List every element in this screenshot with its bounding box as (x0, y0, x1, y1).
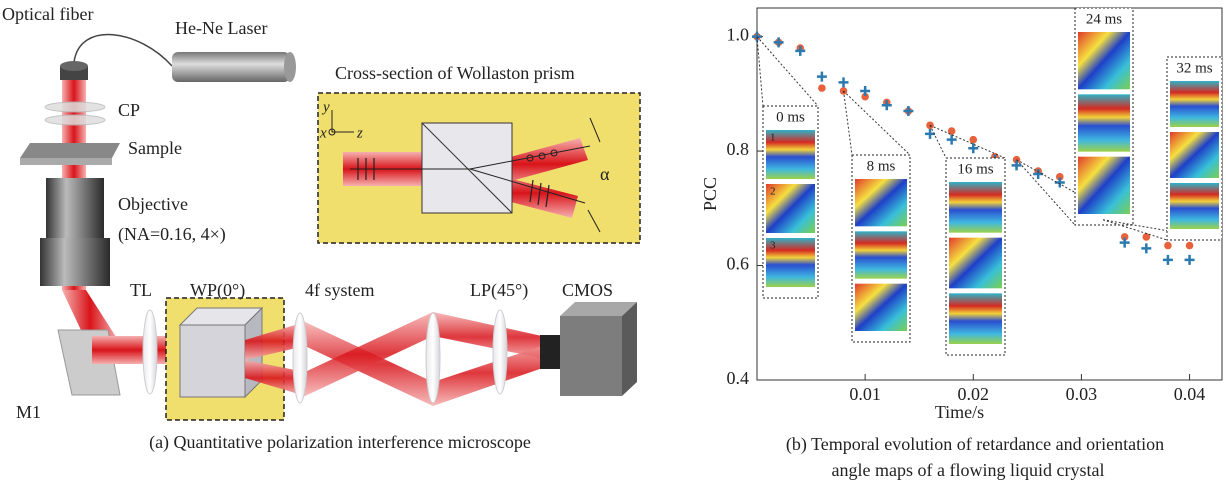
prism (180, 325, 245, 397)
axis-letter: y (321, 99, 330, 115)
caption: (a) Quantitative polarization interferen… (149, 432, 531, 453)
point (903, 106, 913, 116)
point (1163, 255, 1173, 265)
figure: Optical fiber He-Ne Laser CP Sample Obje… (0, 0, 1226, 489)
label: (NA=0.16, 4×) (118, 224, 226, 245)
inset-label: 32 ms (1176, 60, 1212, 76)
connector (757, 37, 818, 106)
label: M1 (16, 402, 41, 422)
point (1186, 242, 1194, 250)
y-tick-label: 0.8 (727, 139, 750, 159)
point (818, 84, 826, 92)
connector (844, 91, 852, 155)
objective (40, 238, 110, 286)
cmos-side (622, 302, 637, 396)
point (817, 72, 827, 82)
y-tick-label: 0.6 (727, 254, 750, 274)
inset-map (949, 238, 1002, 289)
label: LP(45°) (470, 280, 528, 301)
caption: angle maps of a flowing liquid crystal (832, 460, 1105, 480)
point (839, 77, 849, 87)
connector (930, 125, 1005, 158)
y-tick-label: 1.0 (727, 25, 750, 45)
inset-map (1170, 132, 1219, 178)
label: TL (130, 280, 152, 300)
sample-edge (20, 158, 112, 165)
lens (426, 313, 440, 403)
cmos (560, 316, 622, 396)
fiber-cable (74, 35, 172, 66)
label: Sample (128, 138, 182, 158)
fiber-connector-top (60, 61, 88, 71)
lens-tl (143, 310, 157, 394)
point (925, 129, 935, 139)
inset-row-label: 3 (770, 240, 776, 252)
point (947, 135, 957, 145)
y-axis-label: PCC (700, 177, 720, 211)
cp-plate (45, 115, 105, 125)
connector (757, 37, 763, 106)
sample (20, 143, 120, 158)
inset-row-label: 1 (770, 132, 776, 144)
inset-map (855, 231, 907, 278)
alpha-label: α (600, 164, 610, 184)
x-tick-label: 0.04 (1174, 384, 1206, 404)
inset-map (1078, 32, 1130, 89)
objective (46, 178, 104, 238)
inset-map (1170, 81, 1219, 127)
axis-letter: x (319, 125, 327, 141)
point (968, 143, 978, 153)
label: Optical fiber (2, 4, 93, 24)
connector (930, 125, 946, 158)
point (969, 136, 977, 144)
laser-end (284, 52, 296, 82)
point (1164, 242, 1172, 250)
inset-map (949, 293, 1002, 344)
x-tick-label: 0.03 (1066, 384, 1098, 404)
lp-polarizer (493, 310, 507, 394)
inset-map (855, 179, 907, 226)
label: CMOS (562, 280, 613, 300)
label: He-Ne Laser (175, 18, 267, 38)
lens (293, 313, 307, 403)
label: CP (118, 100, 140, 120)
inset-map (1078, 94, 1130, 151)
point (860, 86, 870, 96)
cp-plate (45, 102, 105, 112)
inset-map (855, 284, 907, 331)
microscope-diagram: Optical fiber He-Ne Laser CP Sample Obje… (2, 4, 640, 453)
inset-map (1170, 183, 1219, 229)
connector (1017, 160, 1075, 225)
inset-row-label: 2 (770, 186, 776, 198)
inset-title: Cross-section of Wollaston prism (335, 63, 575, 83)
point (1120, 238, 1130, 248)
cmos-mount (540, 335, 562, 369)
inset-label: 0 ms (776, 109, 805, 125)
point (1185, 255, 1195, 265)
y-tick-label: 0.4 (727, 368, 750, 388)
inset-label: 24 ms (1086, 11, 1122, 27)
x-tick-label: 0.02 (958, 384, 990, 404)
caption: (b) Temporal evolution of retardance and… (786, 434, 1164, 455)
label: WP(0°) (190, 280, 245, 301)
axis-letter: z (356, 125, 363, 141)
inset-label: 8 ms (867, 158, 896, 174)
inset-map (1078, 157, 1130, 214)
connector (844, 91, 910, 155)
inset-label: 16 ms (957, 161, 993, 177)
label: 4f system (305, 280, 375, 300)
x-tick-label: 0.01 (849, 384, 881, 404)
label: Objective (118, 194, 188, 214)
point (1141, 243, 1151, 253)
inset-map (949, 182, 1002, 233)
laser (172, 52, 290, 82)
point (840, 87, 848, 95)
point (774, 37, 784, 47)
x-axis-label: Time/s (935, 402, 984, 422)
